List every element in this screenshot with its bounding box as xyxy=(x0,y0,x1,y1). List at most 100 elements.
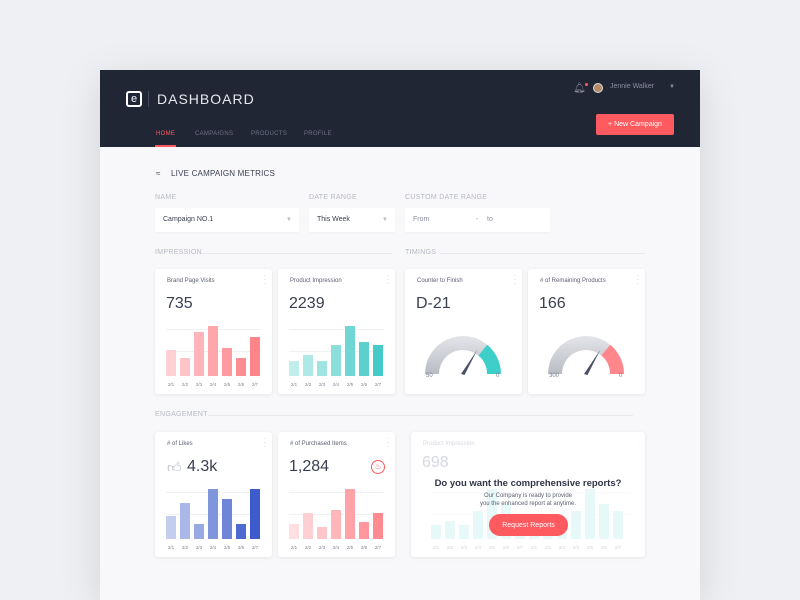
more-icon[interactable]: · · · xyxy=(636,434,640,451)
chart-bar xyxy=(180,358,190,376)
chart-bar xyxy=(236,524,246,539)
chart-bar xyxy=(373,512,383,539)
chart-bar xyxy=(345,326,355,376)
report-desc-line: you the enhanced report at anytime. xyxy=(479,501,577,507)
gridline xyxy=(289,329,384,330)
gridline xyxy=(289,492,384,493)
chart-bar xyxy=(585,489,595,539)
date-range-select[interactable]: This Week ▼ xyxy=(309,208,395,232)
gauge xyxy=(548,336,624,375)
from-input[interactable]: From xyxy=(413,216,430,223)
date-range-value: This Week xyxy=(317,216,350,223)
x-tick-label: 2/2 xyxy=(446,545,454,550)
more-icon[interactable]: · · · xyxy=(263,271,267,288)
x-tick-label: 2/5 xyxy=(223,382,231,387)
chart-bar xyxy=(373,345,383,376)
rss-icon: ≈ xyxy=(156,169,161,178)
x-tick-label: 2/4 xyxy=(209,382,217,387)
chart-bar xyxy=(250,337,260,376)
tab-campaigns[interactable]: CAMPAIGNS xyxy=(195,131,234,137)
chart-bar xyxy=(331,509,341,539)
divider xyxy=(440,253,645,254)
x-tick-label: 2/1 xyxy=(167,545,175,550)
more-icon[interactable]: · · · xyxy=(386,271,390,288)
metric-card: # of Likes 4.3k · · · 👍︎ 2/1 2/2 2/3 2/4 2/5 2/6 2… xyxy=(155,432,272,557)
gauge-fill xyxy=(478,344,501,374)
card-value: 735 xyxy=(166,295,193,312)
gauge-track xyxy=(425,336,488,374)
to-input[interactable]: to xyxy=(487,216,493,223)
bar-chart: 2/1 2/2 2/3 2/4 2/5 2/6 2/7 xyxy=(166,319,261,387)
chart-bar xyxy=(599,504,609,539)
more-icon[interactable]: · · · xyxy=(263,434,267,451)
x-tick-label: 2/1 xyxy=(290,545,298,550)
report-description: Our Company is ready to provide you the e… xyxy=(411,492,645,508)
chart-bar xyxy=(317,361,327,376)
chart-bar xyxy=(236,358,246,376)
x-tick-label: 2/1 xyxy=(530,545,538,550)
x-tick-label: 2/4 xyxy=(474,545,482,550)
custom-date-label: CUSTOM DATE RANGE xyxy=(405,194,488,201)
new-campaign-button[interactable]: + New Campaign xyxy=(596,114,674,135)
chart-bar xyxy=(194,524,204,539)
bar-chart: 2/1 2/2 2/3 2/4 2/5 2/6 2/7 xyxy=(289,319,384,387)
x-tick-label: 2/6 xyxy=(360,382,368,387)
page-title: DASHBOARD xyxy=(157,91,255,107)
chart-bar xyxy=(222,498,232,539)
chart-bar xyxy=(431,525,441,539)
tab-products[interactable]: PRODUCTS xyxy=(251,131,288,137)
avatar[interactable] xyxy=(593,83,603,93)
x-tick-label: 2/5 xyxy=(346,545,354,550)
chart-bar xyxy=(222,347,232,376)
logo-icon[interactable]: e xyxy=(126,91,142,107)
user-name[interactable]: Jennie Walker xyxy=(610,83,655,90)
bar-chart: 2/1 2/2 2/3 2/4 2/5 2/6 2/7 xyxy=(289,482,384,550)
more-icon[interactable]: · · · xyxy=(386,434,390,451)
chevron-down-icon[interactable]: ▼ xyxy=(669,84,675,90)
x-tick-label: 2/7 xyxy=(374,545,382,550)
x-tick-label: 2/4 xyxy=(209,545,217,550)
chart-bar xyxy=(303,355,313,376)
chart-bar xyxy=(613,511,623,539)
dashboard-window: e DASHBOARD 🔔︎ Jennie Walker ▼ + New Cam… xyxy=(100,70,700,600)
chart-bar xyxy=(289,523,299,539)
x-tick-label: 2/3 xyxy=(195,545,203,550)
x-tick-label: 2/1 xyxy=(432,545,440,550)
card-value: 2239 xyxy=(289,295,325,312)
custom-date-range-input[interactable]: From - to xyxy=(405,208,550,232)
report-bg-value: 698 xyxy=(422,454,449,471)
card-title: Counter to Finish xyxy=(417,278,463,284)
x-tick-label: 2/4 xyxy=(332,545,340,550)
x-tick-label: 2/6 xyxy=(237,382,245,387)
metric-card: # of Purchased Items 1,284 · · · ♨ 2/1 2/2 2/3… xyxy=(278,432,395,557)
impression-label: IMPRESSION xyxy=(155,249,202,256)
x-tick-label: 2/7 xyxy=(251,382,259,387)
campaign-select[interactable]: Campaign NO.1 ▼ xyxy=(155,208,299,232)
chart-bar xyxy=(208,326,218,376)
chart-bar xyxy=(359,521,369,539)
card-value: D-21 xyxy=(416,295,451,312)
request-reports-button[interactable]: Request Reports xyxy=(489,514,568,536)
section-heading: LIVE CAMPAIGN METRICS xyxy=(171,169,276,178)
x-tick-label: 2/6 xyxy=(600,545,608,550)
chart-bar xyxy=(208,489,218,539)
bell-icon[interactable]: 🔔︎ xyxy=(573,83,588,94)
x-tick-label: 2/3 xyxy=(318,545,326,550)
chart-bar xyxy=(250,489,260,539)
x-tick-label: 2/6 xyxy=(502,545,510,550)
gauge-needle xyxy=(461,349,478,375)
card-title: # of Likes xyxy=(167,441,193,447)
thumbs-up-icon: 👍︎ xyxy=(167,459,182,475)
engagement-label: ENGAGEMENT xyxy=(155,411,208,418)
chart-bar xyxy=(166,516,176,539)
x-tick-label: 2/4 xyxy=(332,382,340,387)
metric-card: # of Remaining Products 166 · · · 300 0 xyxy=(528,269,645,394)
x-tick-label: 2/7 xyxy=(251,545,259,550)
chart-bar xyxy=(289,361,299,376)
x-tick-label: 2/6 xyxy=(360,545,368,550)
timings-label: TIMINGS xyxy=(405,249,437,256)
more-icon[interactable]: · · · xyxy=(513,271,517,288)
more-icon[interactable]: · · · xyxy=(636,271,640,288)
tab-profile[interactable]: PROFILE xyxy=(304,131,332,137)
tab-home[interactable]: HOME xyxy=(154,131,177,147)
